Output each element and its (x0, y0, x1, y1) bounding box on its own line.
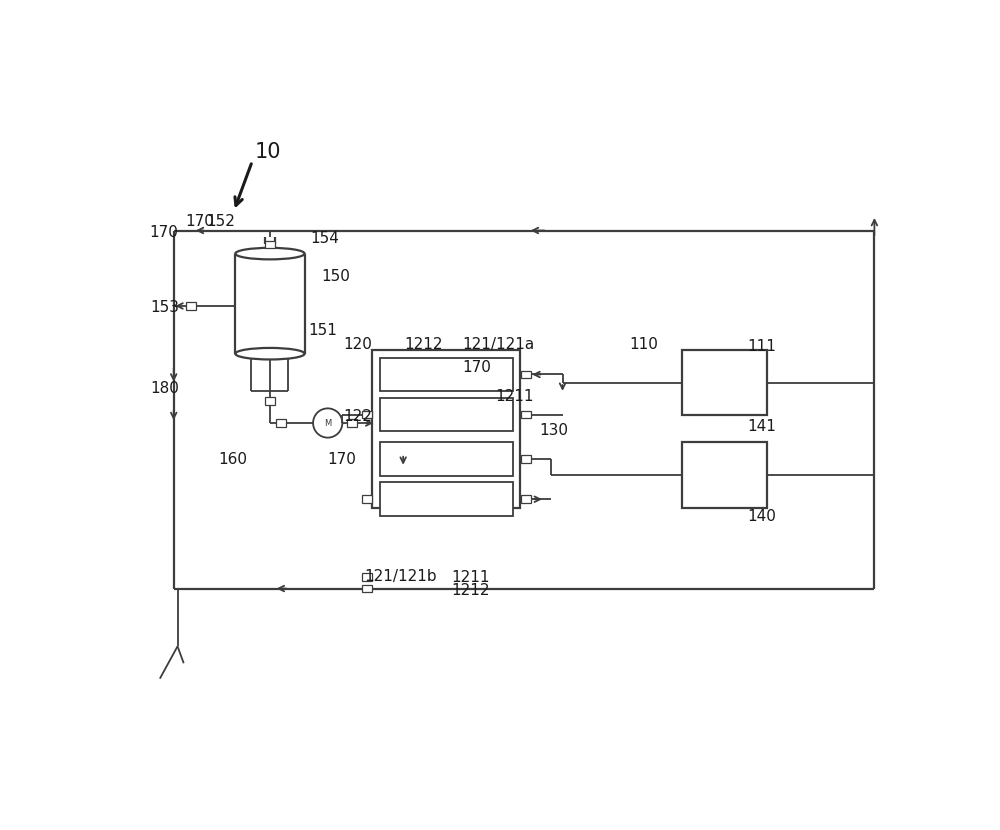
Text: 121/121b: 121/121b (365, 569, 437, 584)
Bar (521, 456, 531, 463)
Text: 153: 153 (151, 300, 180, 315)
Bar (682, 350, 767, 415)
Bar (521, 496, 531, 503)
Text: 170: 170 (328, 452, 357, 467)
Ellipse shape (235, 348, 305, 359)
Text: 1212: 1212 (451, 583, 489, 598)
Text: 10: 10 (255, 142, 281, 162)
Text: 121/121a: 121/121a (462, 337, 535, 352)
Bar (265, 241, 275, 248)
Text: 120: 120 (343, 337, 372, 352)
Text: 140: 140 (747, 510, 776, 525)
Text: 154: 154 (311, 231, 340, 246)
Text: 152: 152 (206, 214, 235, 229)
Bar (380, 358, 512, 392)
Bar (521, 371, 531, 378)
Bar (380, 442, 512, 476)
Bar (362, 584, 372, 593)
Text: 122: 122 (343, 409, 372, 424)
Text: 130: 130 (539, 423, 568, 438)
Ellipse shape (235, 248, 305, 259)
Text: M: M (324, 418, 331, 427)
Text: 110: 110 (630, 337, 658, 352)
Bar (362, 496, 372, 503)
Bar (372, 350, 520, 508)
Text: 151: 151 (308, 323, 337, 338)
Text: 1212: 1212 (405, 337, 443, 352)
Bar (682, 442, 767, 508)
Bar (521, 411, 531, 418)
Bar (265, 397, 275, 404)
Text: 141: 141 (747, 419, 776, 434)
Bar (380, 482, 512, 516)
Bar (347, 419, 357, 427)
Text: 160: 160 (218, 452, 247, 467)
Bar (380, 398, 512, 432)
Bar (362, 411, 372, 418)
Bar (276, 419, 286, 427)
Text: 1211: 1211 (451, 569, 489, 584)
Bar (186, 302, 196, 310)
Text: 170: 170 (462, 360, 491, 375)
Text: 170: 170 (149, 225, 178, 240)
Text: 170: 170 (185, 214, 214, 229)
Text: 150: 150 (322, 269, 350, 284)
Text: 111: 111 (747, 339, 776, 354)
Bar (362, 574, 372, 581)
Text: 180: 180 (151, 381, 179, 396)
Text: 1211: 1211 (496, 388, 534, 403)
